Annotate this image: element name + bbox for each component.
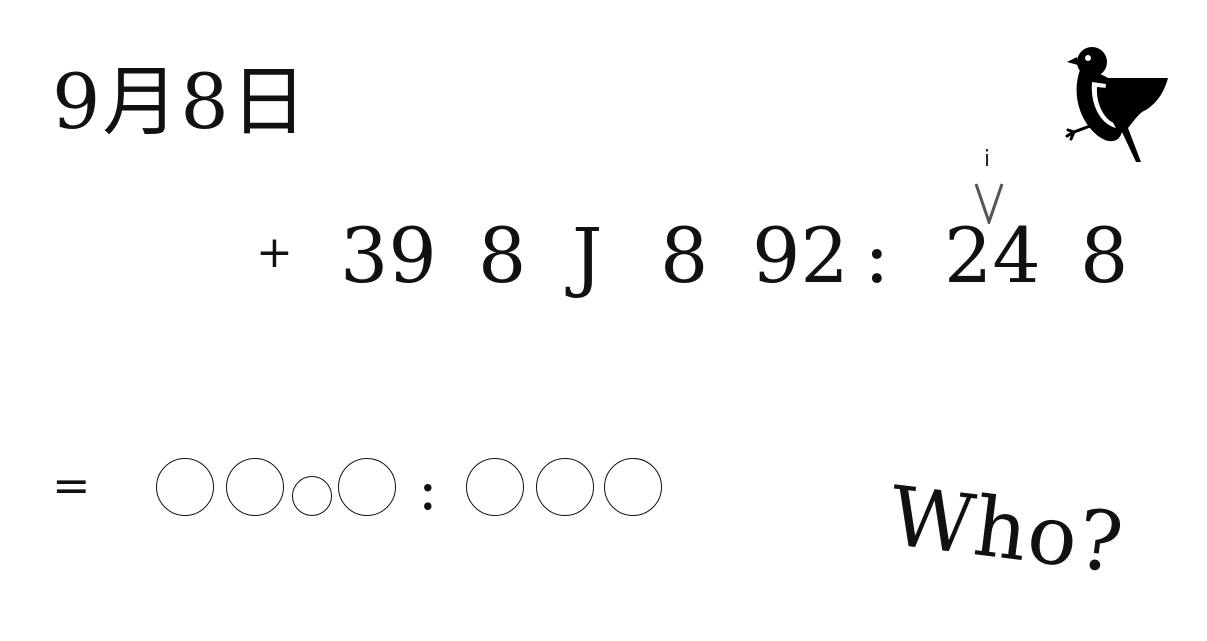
puzzle-token: 24 [944, 211, 1041, 300]
answer-blank-circle [226, 458, 284, 516]
puzzle-token: 92 [752, 211, 849, 300]
caret-label: i [984, 147, 991, 172]
puzzle-token: 39 [340, 211, 437, 300]
answer-blank-circle-small [292, 476, 332, 516]
puzzle-token: J [572, 211, 603, 300]
answer-blank-circle [604, 458, 662, 516]
equals-operator: = [52, 458, 91, 512]
bird-icon [1065, 47, 1168, 162]
answer-blank-circle [466, 458, 524, 516]
puzzle-token: : [864, 211, 890, 300]
answer-blank-circle [156, 458, 214, 516]
answer-blank-circle [338, 458, 396, 516]
answer-separator: : [418, 455, 438, 523]
who-question: Who? [884, 469, 1129, 592]
caret-icon [974, 183, 1004, 224]
answer-blank-circle [536, 458, 594, 516]
puzzle-token: 8 [1080, 211, 1129, 300]
plus-operator: + [256, 227, 293, 278]
puzzle-token: 8 [478, 211, 527, 300]
puzzle-token: 8 [660, 211, 709, 300]
date-heading: 9月8日 [52, 57, 309, 146]
